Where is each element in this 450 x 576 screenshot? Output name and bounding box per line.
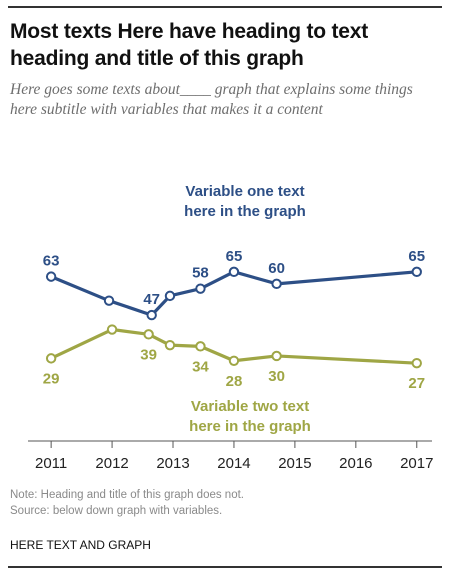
- data-label-1: 60: [268, 260, 285, 277]
- x-tick-label: 2013: [156, 455, 189, 472]
- data-point-1: [103, 295, 115, 306]
- data-label-2: 27: [408, 375, 425, 392]
- data-point-1: [228, 266, 240, 278]
- bottom-rule: [8, 566, 442, 568]
- data-point-1: [164, 290, 176, 302]
- source-text: Source: below down graph with variables.: [10, 505, 223, 517]
- x-tick-label: 2016: [339, 455, 372, 472]
- x-tick-label: 2012: [95, 455, 128, 472]
- data-point-2: [271, 350, 282, 362]
- data-point-2: [143, 329, 154, 340]
- data-point-2: [45, 353, 57, 364]
- note-text: Note: Heading and title of this graph do…: [10, 489, 244, 501]
- data-label-1: 63: [43, 253, 60, 270]
- data-point-2: [195, 341, 206, 352]
- data-label-2: 29: [43, 370, 60, 387]
- chart-note: Note: Heading and title of this graph do…: [10, 487, 244, 519]
- x-tick-label: 2017: [400, 455, 433, 472]
- data-label-1: 65: [226, 248, 243, 265]
- series-line-2: [49, 327, 419, 365]
- data-point-1: [45, 271, 57, 282]
- data-label-1: 47: [143, 291, 160, 308]
- data-label-2: 28: [226, 373, 243, 390]
- series-name-line: Variable one text: [185, 183, 304, 200]
- data-point-2: [164, 339, 176, 351]
- data-point-2: [228, 355, 240, 366]
- data-point-1: [271, 278, 282, 290]
- series-line-1: [49, 270, 419, 317]
- x-tick-label: 2014: [217, 455, 250, 472]
- data-label-2: 34: [192, 358, 209, 375]
- series-name-label-1: Variable one text here in the graph: [184, 183, 306, 220]
- credit-text: HERE TEXT AND GRAPH: [10, 538, 151, 552]
- series-name-line: here in the graph: [184, 203, 306, 220]
- data-point-2: [106, 324, 118, 335]
- data-label-2: 30: [268, 368, 285, 385]
- data-point-2: [411, 357, 422, 369]
- data-label-2: 39: [140, 346, 157, 363]
- data-label-1: 65: [408, 248, 425, 265]
- data-label-1: 58: [192, 265, 209, 282]
- chart-subtitle: Here goes some texts about____ graph tha…: [10, 81, 413, 118]
- data-point-1: [195, 283, 206, 294]
- data-point-1: [146, 309, 157, 321]
- data-point-1: [411, 266, 422, 278]
- chart-title: Most texts Here have heading to text hea…: [10, 20, 369, 70]
- x-tick-label: 2011: [35, 455, 67, 472]
- top-rule: [8, 6, 442, 8]
- series-name-line: here in the graph: [189, 418, 311, 435]
- series-name-line: Variable two text: [191, 398, 309, 415]
- x-tick-label: 2015: [278, 455, 311, 472]
- series-name-label-2: Variable two text here in the graph: [189, 398, 311, 435]
